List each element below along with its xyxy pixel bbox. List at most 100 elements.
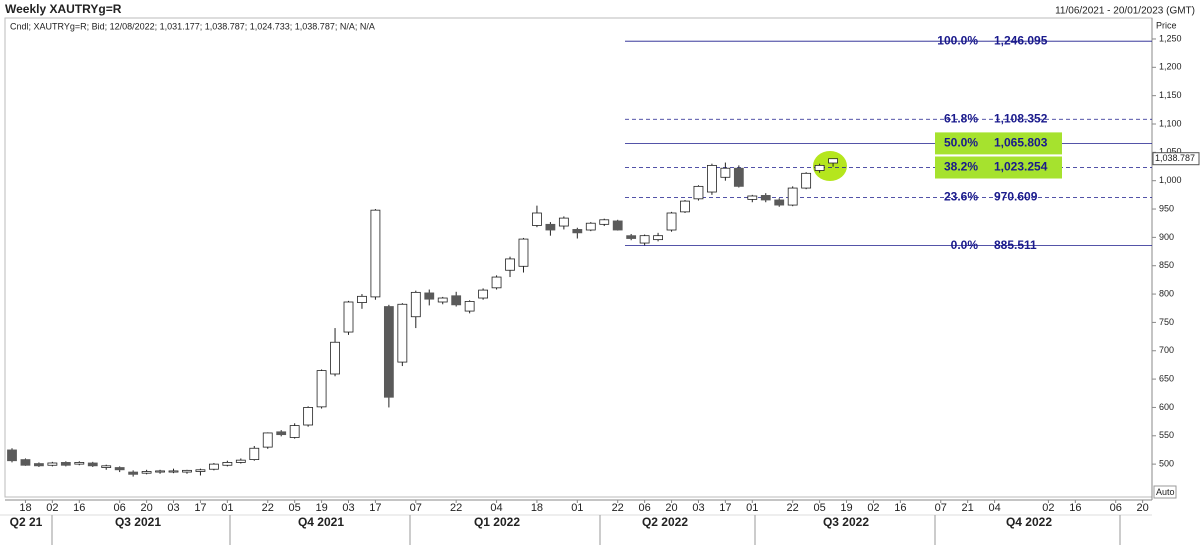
scale-mode-box[interactable]	[1153, 485, 1177, 499]
y-tick-label: 650	[1159, 373, 1174, 383]
y-tick-label: 900	[1159, 232, 1174, 242]
candle-body	[7, 449, 17, 462]
x-tick-label: 02	[46, 502, 58, 514]
x-tick-label: 03	[342, 502, 354, 514]
candle-body	[464, 301, 475, 312]
x-tick-label: 01	[746, 502, 758, 514]
candle-body	[545, 223, 556, 231]
candle-body	[114, 467, 125, 471]
quarter-label: Q2 2022	[642, 515, 688, 529]
candle-body	[276, 431, 287, 436]
x-tick-label: 05	[813, 502, 825, 514]
y-tick-label: 800	[1159, 288, 1174, 298]
y-tick-label: 1,200	[1159, 62, 1182, 72]
x-tick-label: 22	[787, 502, 799, 514]
fib-percent: 50.0%	[944, 136, 978, 150]
candle-body	[410, 291, 421, 318]
x-tick-label: 22	[612, 502, 624, 514]
x-tick-label: 20	[665, 502, 677, 514]
candle-body	[424, 292, 435, 300]
candle-body	[235, 459, 246, 463]
x-tick-label: 04	[490, 502, 502, 514]
candle-body	[101, 465, 112, 468]
y-tick-label: 700	[1159, 345, 1174, 355]
x-tick-label: 16	[894, 502, 906, 514]
candle-body	[195, 469, 206, 472]
candle-body	[774, 199, 785, 206]
candle-body	[303, 407, 314, 426]
x-tick-label: 02	[867, 502, 879, 514]
fib-highlight	[935, 156, 1062, 179]
y-tick-label: 1,150	[1159, 90, 1182, 100]
x-tick-label: 21	[962, 502, 974, 514]
y-tick-label: 1,250	[1159, 33, 1182, 43]
candle-body	[357, 295, 367, 303]
chart-title: Weekly XAUTRYg=R	[5, 2, 122, 16]
candle-body	[141, 471, 152, 474]
x-tick-label: 17	[369, 502, 381, 514]
candle-body	[518, 238, 529, 267]
x-tick-label: 02	[1042, 502, 1054, 514]
candle-body	[343, 301, 354, 333]
candle-body	[626, 235, 637, 239]
fib-value: 1,023.254	[994, 160, 1048, 174]
candle-body	[828, 158, 838, 164]
x-tick-label: 07	[935, 502, 947, 514]
x-tick-label: 06	[114, 502, 126, 514]
candle-body	[222, 462, 233, 466]
quarter-label: Q4 2021	[298, 515, 344, 529]
y-tick-label: 950	[1159, 203, 1174, 213]
candle-body	[370, 209, 381, 298]
fib-value: 885.511	[994, 238, 1037, 252]
candle-body	[47, 462, 58, 466]
candle-body	[612, 220, 623, 231]
x-tick-label: 04	[988, 502, 1000, 514]
candle-body	[760, 195, 771, 201]
candle-body	[383, 306, 394, 398]
candle-body	[155, 470, 165, 473]
x-tick-label: 18	[531, 502, 543, 514]
x-tick-label: 01	[571, 502, 583, 514]
candle-body	[707, 164, 717, 193]
quarter-label: Q3 2022	[823, 515, 869, 529]
highlight-ellipse	[813, 151, 847, 181]
candle-body	[208, 463, 219, 470]
candle-body	[653, 235, 663, 241]
candle-body	[74, 462, 85, 465]
y-tick-label: 500	[1159, 458, 1174, 468]
y-tick-label: 1,100	[1159, 118, 1182, 128]
scale-mode[interactable]: Auto	[1156, 487, 1175, 497]
fib-percent: 38.2%	[944, 160, 978, 174]
candle-body	[801, 172, 812, 189]
quarter-label: Q1 2022	[474, 515, 520, 529]
y-tick-label: 600	[1159, 402, 1174, 412]
fib-highlight	[935, 132, 1062, 155]
candle-body	[451, 295, 462, 306]
candle-body	[585, 222, 596, 231]
candle-body	[60, 462, 71, 466]
quarter-label: Q3 2021	[115, 515, 161, 529]
candle-body	[34, 463, 44, 467]
candle-body	[478, 289, 489, 299]
candle-body	[599, 219, 610, 225]
y-axis-label: Price	[1156, 20, 1177, 30]
candle-body	[572, 229, 583, 234]
candle-body	[249, 447, 260, 460]
x-tick-label: 18	[19, 502, 31, 514]
x-tick-label: 03	[167, 502, 179, 514]
last-price-label: 1,038.787	[1155, 153, 1195, 163]
x-tick-label: 05	[289, 502, 301, 514]
candle-body	[168, 470, 179, 473]
x-tick-label: 20	[1137, 502, 1149, 514]
x-tick-label: 01	[221, 502, 233, 514]
chart-subtitle: Cndl; XAUTRYg=R; Bid; 12/08/2022; 1,031.…	[10, 21, 375, 31]
candle-body	[330, 341, 340, 375]
x-tick-label: 03	[692, 502, 704, 514]
candle-body	[20, 459, 31, 466]
y-tick-label: 850	[1159, 260, 1174, 270]
x-tick-label: 19	[315, 502, 327, 514]
x-tick-label: 16	[73, 502, 85, 514]
candle-body	[397, 303, 408, 363]
